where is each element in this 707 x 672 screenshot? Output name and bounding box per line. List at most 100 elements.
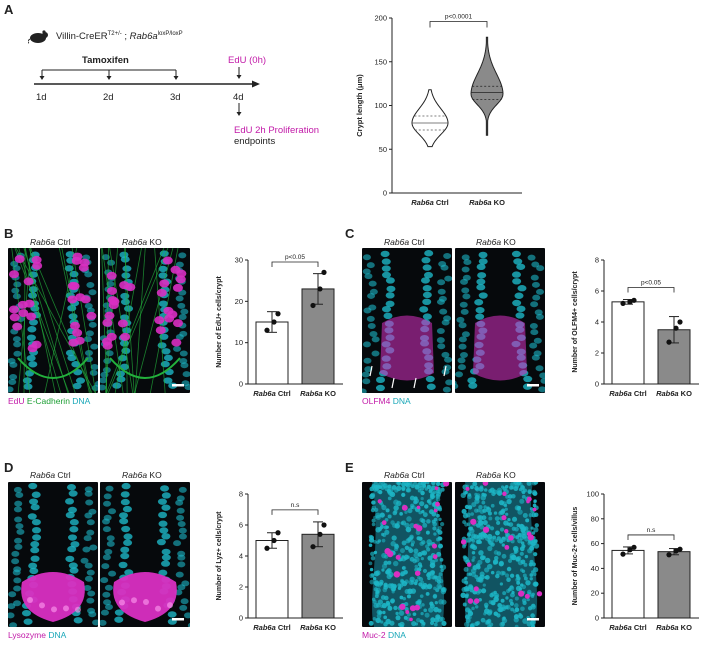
nucleus bbox=[420, 497, 424, 501]
nucleus bbox=[409, 522, 415, 529]
nucleus bbox=[463, 567, 469, 572]
nucleus bbox=[437, 343, 446, 350]
nucleus bbox=[426, 539, 432, 545]
nucleus bbox=[389, 491, 396, 498]
nucleus bbox=[86, 529, 95, 536]
scale-bar bbox=[527, 618, 539, 621]
nucleus bbox=[67, 534, 77, 541]
paneth-granule bbox=[155, 605, 161, 612]
nucleus bbox=[520, 583, 524, 587]
nucleus bbox=[177, 302, 186, 309]
nucleus bbox=[429, 562, 436, 569]
nucleus bbox=[381, 504, 387, 511]
nucleus bbox=[11, 287, 20, 294]
nucleus bbox=[420, 612, 424, 616]
nucleus bbox=[369, 330, 378, 337]
nucleus bbox=[419, 501, 425, 507]
goblet-cell bbox=[524, 593, 530, 599]
nucleus bbox=[414, 484, 420, 490]
micrograph-image bbox=[455, 248, 545, 393]
bar-ctrl bbox=[255, 540, 289, 619]
edu-nucleus bbox=[159, 279, 170, 288]
nucleus bbox=[509, 585, 514, 589]
nucleus bbox=[179, 604, 188, 611]
nucleus bbox=[102, 591, 111, 598]
nucleus bbox=[518, 612, 522, 617]
nucleus bbox=[393, 605, 398, 611]
data-point bbox=[321, 269, 327, 275]
nucleus bbox=[438, 536, 443, 541]
nucleus bbox=[519, 498, 525, 504]
nucleus bbox=[412, 612, 417, 617]
nucleus bbox=[371, 518, 376, 523]
nucleus bbox=[387, 496, 392, 501]
nucleus bbox=[403, 615, 408, 620]
nucleus bbox=[514, 292, 524, 299]
nucleus bbox=[71, 361, 81, 368]
nucleus bbox=[380, 620, 384, 624]
goblet-cell bbox=[393, 571, 401, 578]
nucleus bbox=[530, 301, 539, 308]
nucleus bbox=[425, 482, 430, 485]
nucleus bbox=[460, 592, 466, 599]
nucleus bbox=[465, 512, 471, 518]
nucleus bbox=[398, 610, 405, 616]
nucleus bbox=[424, 487, 429, 491]
goblet-cell bbox=[473, 586, 479, 592]
nucleus bbox=[445, 379, 452, 386]
nucleus bbox=[458, 343, 467, 350]
nucleus bbox=[397, 583, 402, 588]
paneth-granule bbox=[63, 605, 69, 612]
nucleus bbox=[426, 383, 436, 390]
nucleus bbox=[533, 581, 539, 587]
nucleus bbox=[477, 272, 487, 279]
caption-c: OLFM4 DNA bbox=[362, 396, 411, 406]
nucleus bbox=[383, 525, 388, 530]
nucleus bbox=[534, 523, 539, 528]
nucleus bbox=[517, 285, 527, 292]
nucleus bbox=[460, 308, 469, 315]
cell-arrow bbox=[391, 377, 395, 389]
nucleus bbox=[503, 503, 508, 508]
nucleus bbox=[414, 622, 419, 626]
nucleus bbox=[399, 595, 404, 600]
goblet-cell bbox=[395, 554, 401, 560]
nucleus bbox=[409, 495, 415, 501]
nucleus bbox=[364, 273, 373, 280]
nucleus bbox=[405, 538, 411, 544]
nucleus bbox=[479, 555, 486, 561]
nucleus bbox=[106, 540, 115, 547]
nucleus bbox=[69, 567, 79, 574]
nucleus bbox=[484, 575, 488, 580]
nucleus bbox=[436, 298, 445, 305]
paneth-cells bbox=[21, 572, 85, 622]
y-tick-label: 60 bbox=[591, 539, 599, 548]
nucleus bbox=[16, 528, 25, 535]
nucleus bbox=[531, 482, 537, 486]
nucleus bbox=[517, 505, 521, 510]
nucleus bbox=[437, 279, 446, 286]
nucleus bbox=[392, 560, 399, 567]
nucleus bbox=[401, 487, 406, 492]
nucleus bbox=[8, 612, 15, 619]
nucleus bbox=[477, 559, 483, 565]
nucleus bbox=[413, 500, 418, 505]
nucleus bbox=[156, 538, 166, 546]
nucleus bbox=[513, 258, 523, 265]
nucleus bbox=[84, 575, 93, 582]
nucleus bbox=[362, 388, 367, 393]
caption-e: Muc-2 DNA bbox=[362, 630, 406, 640]
nucleus bbox=[525, 518, 530, 523]
nucleus bbox=[526, 621, 533, 627]
nucleus bbox=[373, 515, 377, 520]
nucleus bbox=[421, 550, 428, 556]
nucleus bbox=[533, 552, 538, 557]
nucleus bbox=[9, 373, 18, 380]
nucleus bbox=[461, 331, 470, 338]
y-tick-label: 20 bbox=[235, 297, 243, 306]
nucleus bbox=[397, 586, 402, 591]
nucleus bbox=[423, 271, 433, 279]
nucleus bbox=[504, 507, 508, 511]
nucleus bbox=[441, 351, 450, 358]
nucleus bbox=[362, 371, 370, 378]
